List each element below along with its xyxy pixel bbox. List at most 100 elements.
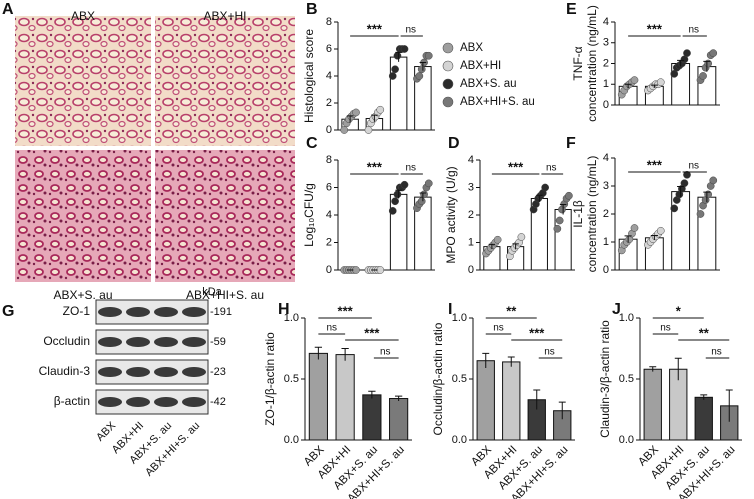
y-tick-label: 0: [603, 99, 609, 111]
error-bar: [482, 352, 490, 369]
image-label: ABX+HI: [203, 9, 246, 23]
blot-band: [182, 397, 206, 407]
error-bar: [419, 62, 427, 71]
data-point: [555, 216, 564, 225]
data-point: [393, 190, 402, 199]
significance-label: ***: [647, 157, 663, 172]
y-tick-label: 0.0: [452, 434, 467, 446]
bar: [694, 396, 713, 441]
y-tick-label: 1: [603, 236, 609, 248]
data-point: [376, 266, 385, 274]
error-bar: [533, 389, 541, 410]
data-point: [553, 224, 562, 233]
significance-label: ns: [405, 25, 416, 36]
significance-label: ***: [529, 325, 545, 340]
significance-label: ns: [688, 161, 699, 172]
y-tick-label: 2: [326, 236, 332, 248]
data-point: [352, 108, 360, 117]
error-bar: [395, 51, 402, 62]
western-blot: G kDa ZO-1 -191 Occludin -59 Claudin-3 -23 β-a…: [2, 286, 232, 479]
bar: [308, 352, 328, 441]
y-tick-label: 2: [603, 57, 609, 69]
data-point: [709, 176, 718, 185]
y-axis-label: ZO-1/β-actin ratio: [263, 332, 277, 426]
data-point: [517, 233, 526, 241]
y-tick-label: 1.0: [452, 312, 467, 324]
blot-band: [126, 367, 150, 377]
data-point: [391, 65, 399, 74]
data-point: [340, 126, 349, 134]
error-bar: [507, 356, 515, 367]
size-label: -191: [210, 306, 232, 318]
significance-label: ***: [367, 159, 383, 174]
data-point: [420, 190, 428, 199]
y-tick-label: 4: [603, 16, 609, 28]
bar: [697, 66, 717, 106]
data-point: [364, 126, 373, 134]
panel-letter: B: [306, 1, 318, 18]
y-tick-label: 8: [326, 16, 332, 28]
y-tick-label: 4: [468, 154, 474, 166]
panel-letter: C: [306, 135, 318, 152]
y-tick-label: 1.0: [284, 312, 299, 324]
bar: [671, 191, 691, 271]
bar: [502, 361, 521, 441]
y-axis-label: IL-1β: [571, 200, 585, 228]
significance-label: *: [676, 303, 682, 318]
y-tick-label: 0.0: [619, 434, 634, 446]
size-label: -42: [210, 396, 226, 408]
blot-band: [154, 367, 178, 377]
blot-band: [154, 337, 178, 347]
error-bar: [371, 114, 378, 122]
significance-label: ***: [367, 21, 383, 36]
legend-label: ABX: [460, 42, 483, 54]
blot-band: [98, 367, 122, 377]
error-bar: [488, 243, 496, 249]
significance-label: ns: [544, 347, 555, 358]
blot-band: [126, 397, 150, 407]
legend-marker: [442, 42, 454, 54]
bar: [389, 193, 408, 271]
panel-letter: D: [448, 135, 460, 152]
data-point: [388, 72, 397, 80]
data-point: [656, 78, 665, 87]
data-point: [388, 207, 397, 215]
protein-label: Claudin-3: [39, 364, 91, 378]
significance-label: ***: [364, 325, 380, 340]
data-point: [391, 197, 399, 206]
error-bar: [341, 348, 349, 361]
y-tick-label: 8: [326, 154, 332, 166]
error-bar: [650, 235, 658, 241]
data-point: [424, 179, 433, 188]
y-tick-label: 0: [326, 264, 332, 276]
y-tick-label: 6: [326, 181, 332, 193]
data-point: [670, 204, 679, 213]
error-bar: [314, 346, 323, 360]
y-tick-label: 2: [603, 208, 609, 220]
error-bar: [624, 83, 632, 89]
legend-marker: [442, 60, 454, 72]
significance-label: **: [699, 325, 710, 340]
panel-letter: A: [2, 1, 14, 18]
blot-band: [126, 307, 150, 317]
significance-label: ***: [338, 303, 354, 318]
panel-letter: F: [566, 135, 576, 152]
unit-label: kDa: [202, 286, 222, 298]
micrograph: [155, 150, 295, 282]
y-tick-label: 6: [326, 43, 332, 55]
significance-label: ns: [711, 347, 722, 358]
error-bar: [558, 401, 566, 420]
data-point: [699, 72, 707, 80]
image-label: ABX+HI+S. au: [186, 288, 264, 302]
lane-label: ABX: [94, 419, 119, 444]
error-bar: [395, 189, 402, 199]
bar: [476, 360, 495, 441]
panel-letter: G: [2, 303, 14, 320]
y-tick-label: 4: [326, 209, 332, 221]
data-point: [417, 65, 426, 74]
image-label: ABX: [71, 9, 95, 23]
protein-label: Occludin: [43, 334, 90, 348]
y-tick-label: 4: [326, 70, 332, 82]
protein-label: β-actin: [54, 394, 90, 408]
data-point: [696, 210, 705, 218]
